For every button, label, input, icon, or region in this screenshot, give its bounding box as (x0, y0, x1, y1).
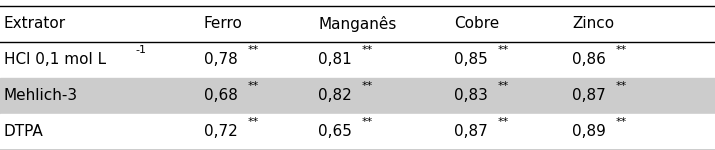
Text: 0,72: 0,72 (204, 124, 237, 140)
Text: Cobre: Cobre (454, 16, 499, 32)
Text: DTPA: DTPA (4, 124, 44, 140)
Text: **: ** (362, 117, 373, 127)
Text: **: ** (498, 45, 509, 55)
Text: **: ** (616, 45, 627, 55)
Bar (0, 78, 715, 114)
Text: 0,68: 0,68 (204, 88, 237, 104)
Text: 0,85: 0,85 (454, 52, 488, 68)
Text: 0,81: 0,81 (318, 52, 352, 68)
Text: 0,86: 0,86 (572, 52, 606, 68)
Text: **: ** (247, 117, 259, 127)
Text: **: ** (498, 117, 509, 127)
Text: **: ** (247, 81, 259, 91)
Text: -1: -1 (135, 45, 147, 55)
Text: Zinco: Zinco (572, 16, 614, 32)
Text: Extrator: Extrator (4, 16, 66, 32)
Text: 0,87: 0,87 (572, 88, 606, 104)
Text: 0,78: 0,78 (204, 52, 237, 68)
Text: Ferro: Ferro (204, 16, 242, 32)
Text: 0,83: 0,83 (454, 88, 488, 104)
Bar (0, 6, 715, 42)
Text: Manganês: Manganês (318, 16, 397, 32)
Bar (0, 42, 715, 78)
Text: **: ** (362, 45, 373, 55)
Text: 0,65: 0,65 (318, 124, 352, 140)
Text: **: ** (247, 45, 259, 55)
Text: 0,89: 0,89 (572, 124, 606, 140)
Bar (0, 114, 715, 150)
Text: HCl 0,1 mol L: HCl 0,1 mol L (4, 52, 106, 68)
Text: 0,87: 0,87 (454, 124, 488, 140)
Text: **: ** (498, 81, 509, 91)
Text: 0,82: 0,82 (318, 88, 352, 104)
Text: **: ** (616, 81, 627, 91)
Text: **: ** (616, 117, 627, 127)
Text: **: ** (362, 81, 373, 91)
Text: Mehlich-3: Mehlich-3 (4, 88, 78, 104)
